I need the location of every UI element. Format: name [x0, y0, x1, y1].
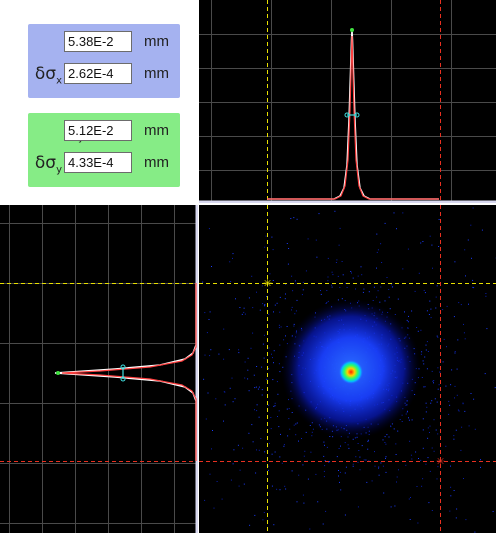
dsigma-x-label: δσx — [34, 64, 62, 87]
dsigma-y-unit: mm — [144, 154, 169, 171]
sigma-x-panel: σx 5.38E-2 mm δσx 2.62E-4 mm — [28, 24, 180, 98]
x-peak-dot — [350, 28, 354, 32]
image-cursor-red-marker[interactable]: ✳ — [436, 455, 445, 468]
sigma-y-row: σy 5.12E-2 mm — [28, 117, 180, 145]
sigma-y-field[interactable]: 5.12E-2 — [64, 120, 132, 141]
y-profile-svg — [0, 205, 198, 533]
dsigma-x-row: δσx 2.62E-4 mm — [28, 60, 180, 88]
y-profile-data — [54, 283, 197, 461]
sigma-y-panel: σy 5.12E-2 mm δσy 4.33E-4 mm — [28, 113, 180, 187]
image-cursor-yellow-marker[interactable]: ✳ — [263, 277, 272, 290]
y-profile-fit — [61, 283, 197, 461]
beam-core — [339, 360, 363, 384]
x-profile-grid — [199, 0, 496, 203]
dsigma-x-field[interactable]: 2.62E-4 — [64, 63, 132, 84]
y-profile-grid — [0, 205, 198, 533]
beam-image-svg: ✳ ✳ — [199, 205, 496, 533]
dsigma-y-row: δσy 4.33E-4 mm — [28, 149, 180, 177]
dsigma-x-unit: mm — [144, 65, 169, 82]
sigma-y-unit: mm — [144, 122, 169, 139]
x-profile-fit — [267, 35, 439, 200]
dsigma-y-label: δσy — [34, 153, 62, 176]
x-profile-plot[interactable] — [199, 0, 496, 203]
x-fwhm-right-dot — [354, 112, 360, 118]
y-peak-dot — [56, 371, 60, 375]
y-profile-plot[interactable] — [0, 205, 198, 533]
sigma-x-field[interactable]: 5.38E-2 — [64, 31, 132, 52]
sigma-x-row: σx 5.38E-2 mm — [28, 28, 180, 56]
x-fwhm-left-dot — [344, 112, 350, 118]
y-fwhm-top-dot — [120, 364, 126, 370]
dsigma-y-field[interactable]: 4.33E-4 — [64, 152, 132, 173]
y-fwhm-bottom-dot — [120, 376, 126, 382]
sigma-x-unit: mm — [144, 33, 169, 50]
x-profile-svg — [199, 0, 496, 203]
beam-image[interactable]: ✳ ✳ — [199, 205, 496, 533]
